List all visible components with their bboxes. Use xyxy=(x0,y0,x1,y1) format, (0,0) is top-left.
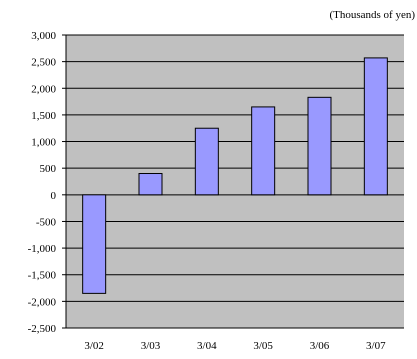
y-tick-label: 500 xyxy=(40,163,57,175)
y-tick-label: 2,000 xyxy=(31,83,56,95)
bar xyxy=(194,127,219,196)
y-tick-label: -2,000 xyxy=(28,296,57,308)
x-tick-label: 3/04 xyxy=(197,340,217,352)
y-tick-label: 0 xyxy=(51,190,57,202)
y-tick-label: 2,500 xyxy=(31,57,56,69)
unit-note: (Thousands of yen) xyxy=(329,9,415,21)
x-tick-label: 3/06 xyxy=(310,340,330,352)
y-tick-label: -500 xyxy=(36,216,57,228)
bar xyxy=(251,106,276,196)
bar xyxy=(138,173,163,196)
plot-area xyxy=(66,35,404,328)
y-tick-label: 1,500 xyxy=(31,110,56,122)
x-tick-label: 3/02 xyxy=(84,340,104,352)
x-tick-label: 3/03 xyxy=(141,340,161,352)
y-tick-label: 3,000 xyxy=(31,30,56,42)
bar xyxy=(82,194,107,294)
y-tick-label: -2,500 xyxy=(28,323,57,335)
x-tick-label: 3/05 xyxy=(253,340,273,352)
bar xyxy=(307,96,332,196)
y-tick-label: -1,500 xyxy=(28,270,57,282)
bar xyxy=(363,57,388,196)
x-tick-label: 3/07 xyxy=(366,340,386,352)
y-tick-label: -1,000 xyxy=(28,243,57,255)
y-tick-label: 1,000 xyxy=(31,137,56,149)
